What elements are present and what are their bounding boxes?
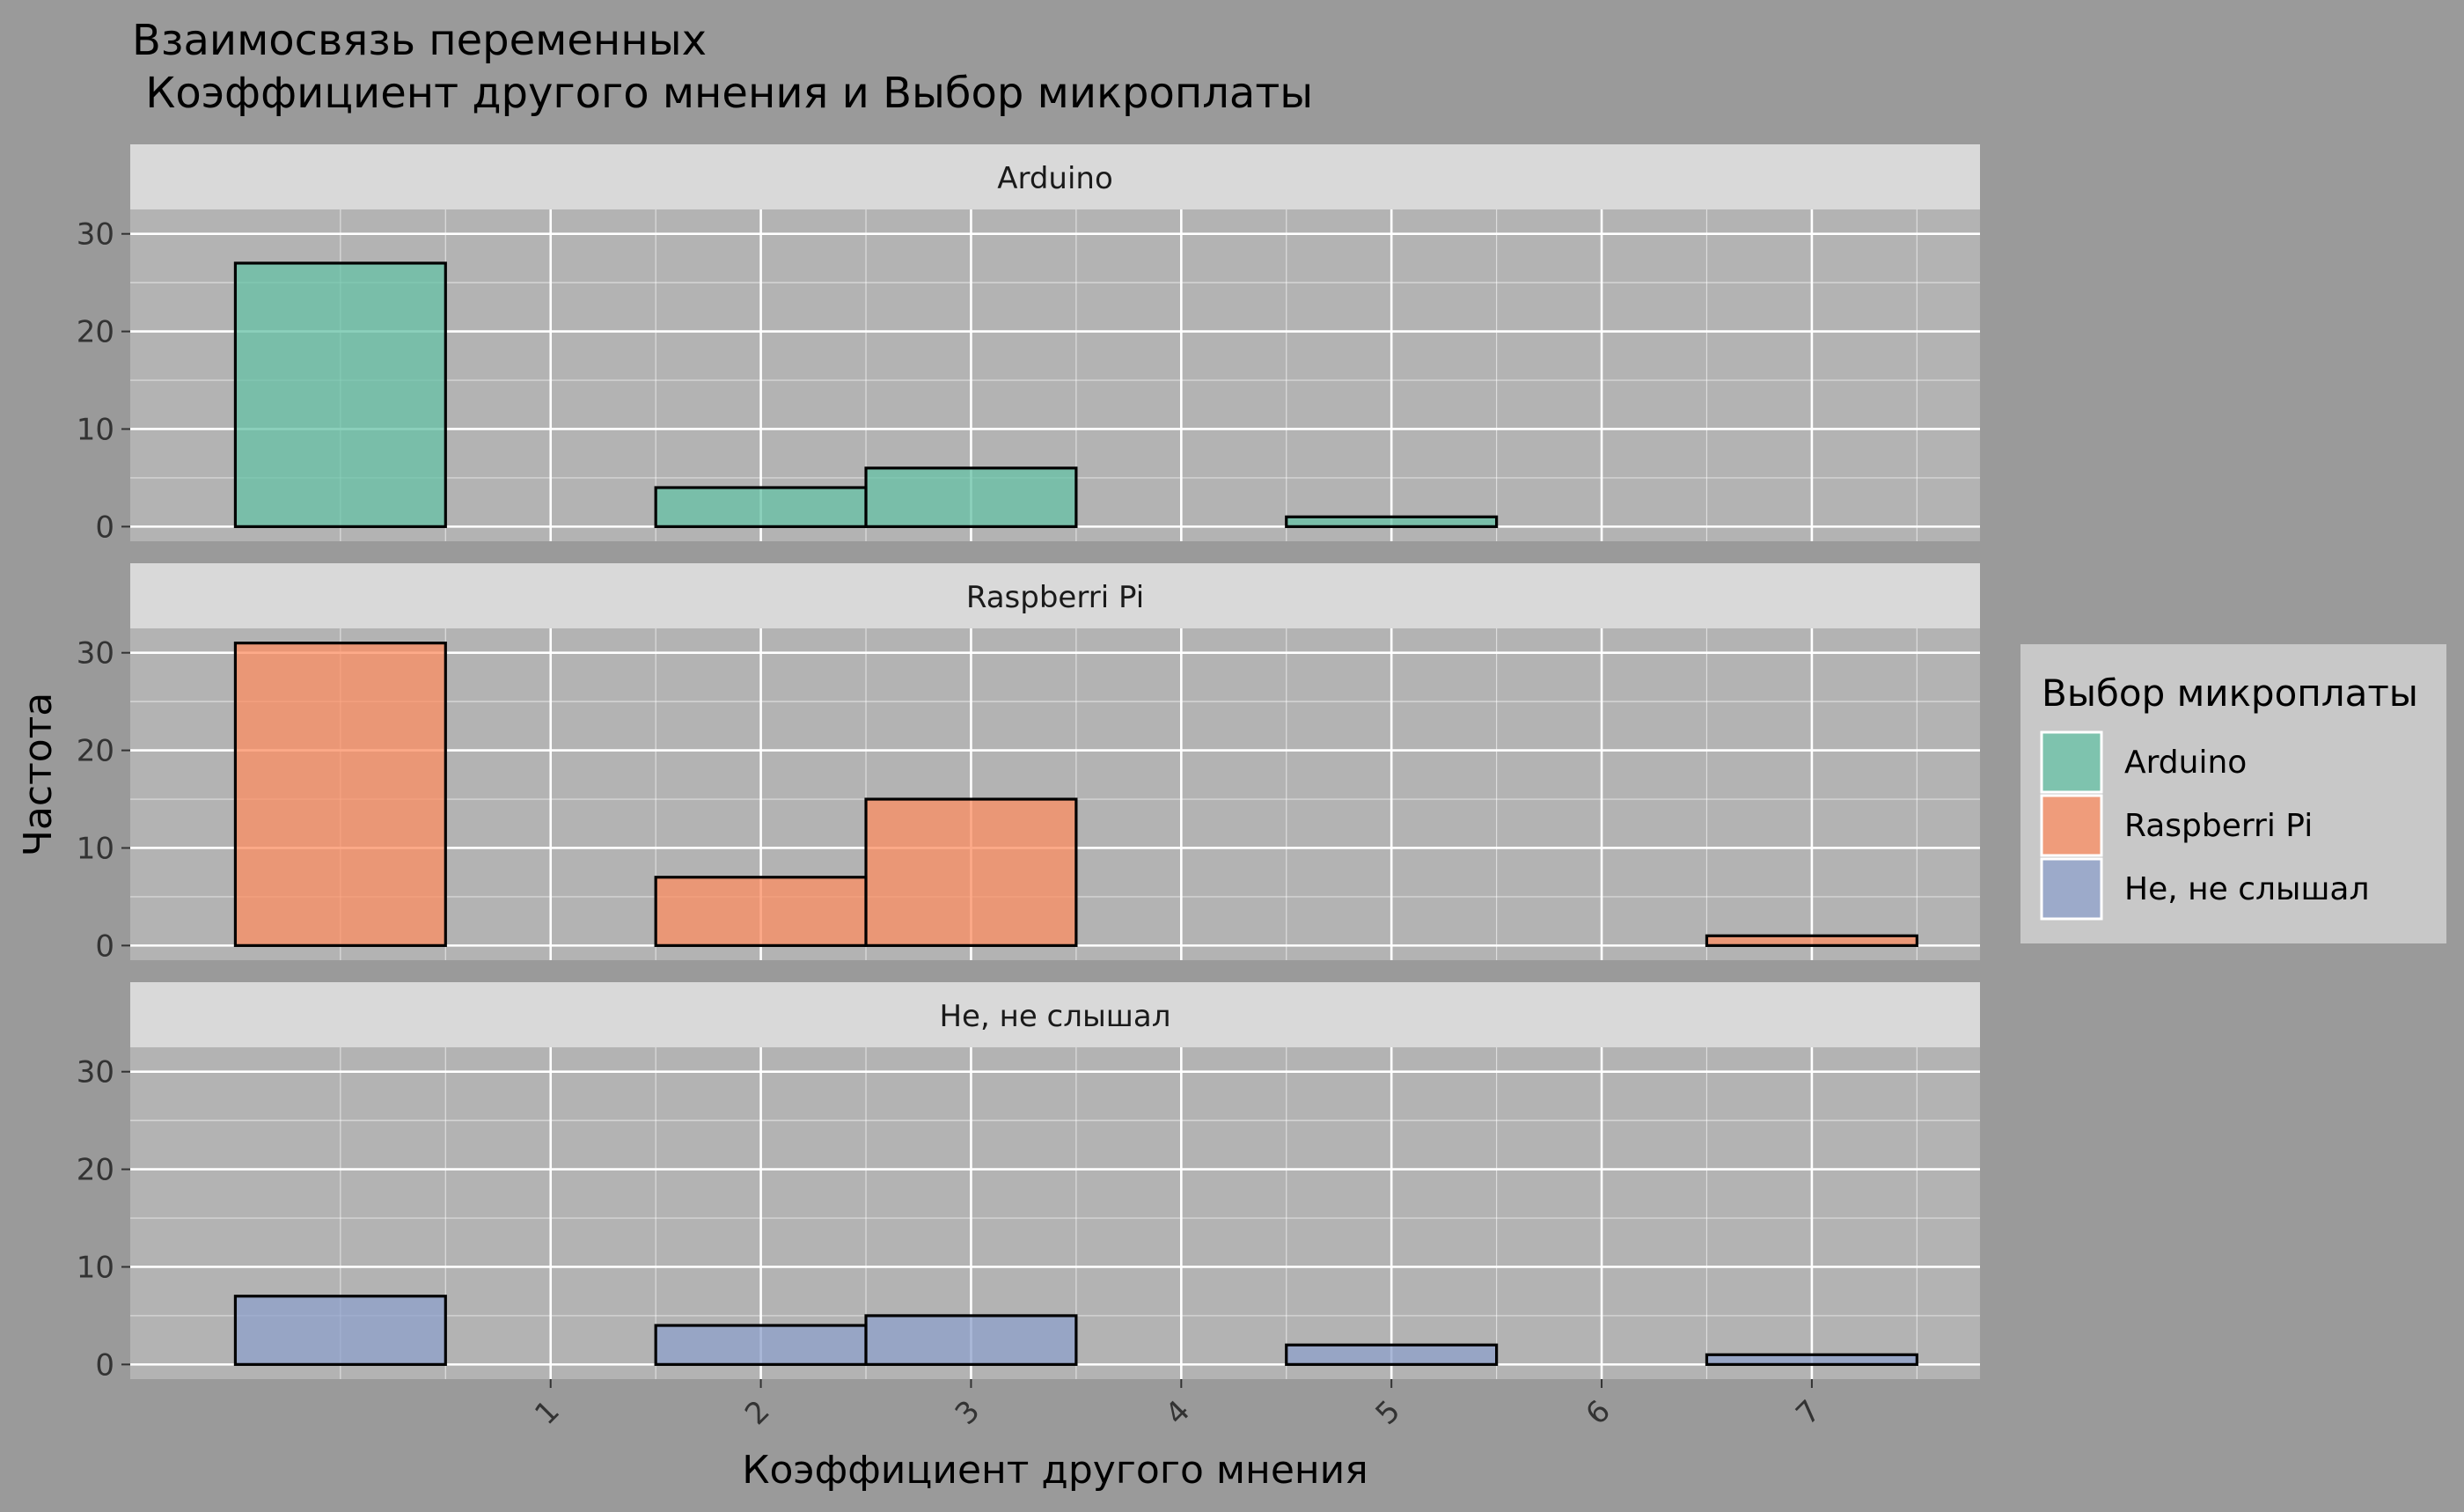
y-tick-label: 0 [95,1347,114,1383]
facet-strip [130,144,1980,209]
legend-key-arduino [2040,730,2103,794]
facet-strip [130,982,1980,1047]
y-tick-label: 30 [77,636,114,672]
bar-raspberri-pi [654,876,868,947]
bar-arduino [1285,515,1499,528]
bar-не-не-слышал [1705,1353,1918,1366]
y-tick-label: 10 [77,1250,114,1285]
legend: Выбор микроплаты Arduino Raspberri Pi Не, … [2020,644,2446,943]
legend-items: Arduino Raspberri Pi Не, не слышал [2040,730,2369,921]
y-tick-label: 20 [77,734,114,769]
y-tick-label: 20 [77,315,114,350]
y-tick-label: 0 [95,928,114,964]
y-axis-title: Частота [16,693,61,856]
legend-key-raspberri-pi [2040,794,2103,857]
bar-не-не-слышал [1285,1343,1499,1366]
legend-key-не-не-слышал [2040,857,2103,921]
facet-strip-label: Не, не слышал [939,999,1170,1034]
facet-strip-label: Raspberri Pi [966,580,1144,615]
facet-raspberri-pi: Raspberri Pi 0 10 20 30 [77,563,1980,964]
facet-strip [130,563,1980,628]
legend-title: Выбор микроплаты [2042,672,2418,715]
y-tick-label: 10 [77,412,114,447]
y-tick-label: 20 [77,1153,114,1188]
bar-raspberri-pi [864,797,1078,947]
y-tick-label: 30 [77,1055,114,1090]
facet-не-не-слышал: Не, не слышал 0 10 20 30 [77,982,1980,1383]
bar-raspberri-pi [1705,934,1918,947]
y-tick-label: 30 [77,217,114,253]
facet-strip-label: Arduino [997,161,1113,196]
x-axis-title: Коэффициент другого мнения [742,1448,1368,1493]
bar-raspberri-pi [233,642,447,947]
bar-arduino [654,486,868,528]
bar-не-не-слышал [864,1314,1078,1366]
bar-не-не-слышал [654,1324,868,1366]
legend-label: Raspberri Pi [2124,808,2313,844]
bar-arduino [864,466,1078,528]
legend-label: Не, не слышал [2124,871,2369,907]
facet-arduino: Arduino 0 10 20 30 [77,144,1980,545]
bar-arduino [233,261,447,528]
bar-не-не-слышал [233,1295,447,1366]
y-tick-label: 0 [95,510,114,545]
legend-label: Arduino [2124,745,2247,781]
chart-title-line-1: Взаимосвязь переменных [132,16,707,65]
y-tick-label: 10 [77,831,114,866]
chart-title-line-2: Коэффициент другого мнения и Выбор микро… [132,69,1313,118]
